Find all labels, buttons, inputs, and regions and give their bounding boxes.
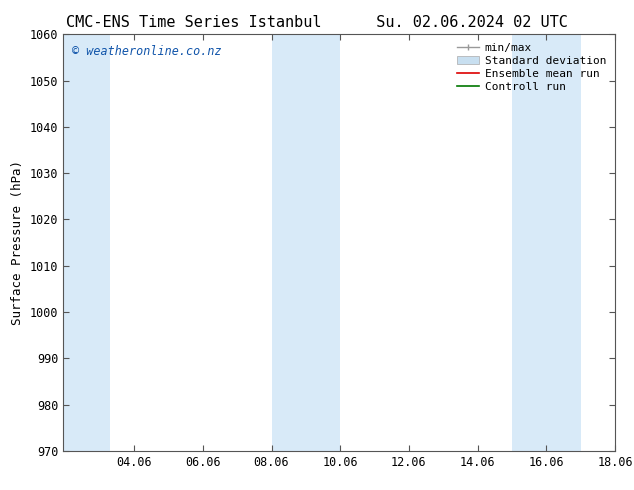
Bar	[63, 34, 110, 451]
Text: © weatheronline.co.nz: © weatheronline.co.nz	[72, 45, 221, 58]
Legend: min/max, Standard deviation, Ensemble mean run, Controll run: min/max, Standard deviation, Ensemble me…	[453, 40, 609, 95]
Bar	[512, 34, 581, 451]
Text: CMC-ENS Time Series Istanbul      Su. 02.06.2024 02 UTC: CMC-ENS Time Series Istanbul Su. 02.06.2…	[66, 15, 568, 30]
Bar	[271, 34, 340, 451]
Y-axis label: Surface Pressure (hPa): Surface Pressure (hPa)	[11, 160, 25, 325]
